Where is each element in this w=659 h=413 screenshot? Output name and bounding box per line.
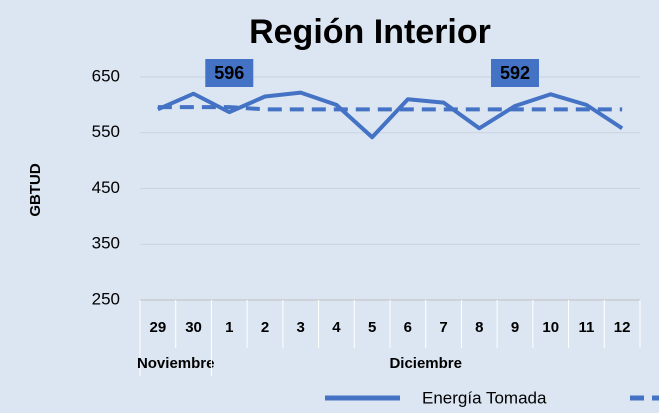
- y-tick-label: 550: [92, 122, 120, 141]
- x-tick-label: 10: [542, 319, 559, 336]
- x-tick-label: 3: [297, 319, 305, 336]
- group-label: Diciembre: [389, 355, 462, 372]
- data-label: 592: [500, 63, 530, 83]
- y-tick-label: 350: [92, 234, 120, 253]
- chart-title: Región Interior: [249, 13, 491, 51]
- y-axis-label: GBTUD: [27, 163, 44, 216]
- x-tick-label: 9: [511, 319, 519, 336]
- x-tick-label: 7: [439, 319, 447, 336]
- series-line: [157, 90, 624, 140]
- y-tick-label: 250: [92, 289, 120, 308]
- x-tick-label: 8: [475, 319, 483, 336]
- y-tick-label: 450: [92, 178, 120, 197]
- x-tick-label: 30: [185, 319, 202, 336]
- x-tick-label: 6: [404, 319, 412, 336]
- data-label: 596: [214, 63, 244, 83]
- legend-label: Energía Tomada: [422, 388, 547, 407]
- x-tick-label: 29: [150, 319, 167, 336]
- x-tick-label: 1: [225, 319, 233, 336]
- x-tick-label: 5: [368, 319, 376, 336]
- data-label-box: [491, 59, 539, 87]
- y-tick-label: 650: [92, 66, 120, 85]
- x-tick-label: 4: [332, 319, 341, 336]
- group-label: Noviembre: [137, 355, 215, 372]
- series-line: [157, 105, 623, 112]
- x-tick-label: 12: [614, 319, 631, 336]
- data-label-box: [205, 59, 254, 87]
- x-tick-label: 2: [261, 319, 269, 336]
- x-tick-label: 11: [578, 319, 594, 336]
